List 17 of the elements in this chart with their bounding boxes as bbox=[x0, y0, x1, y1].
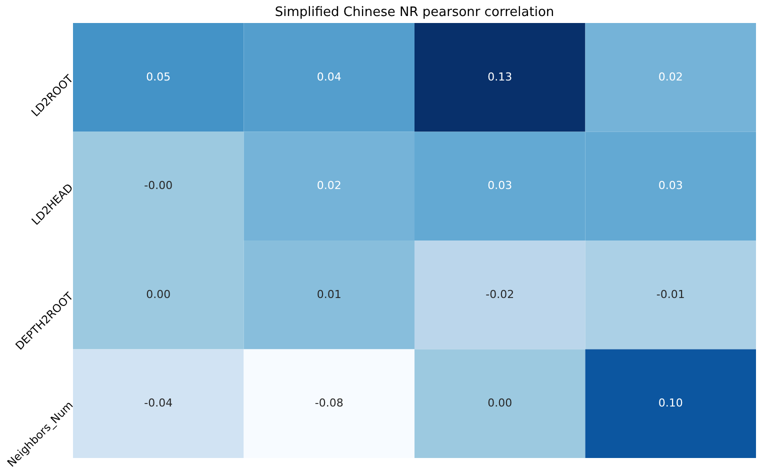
data-label: -0.00 bbox=[144, 179, 173, 192]
data-label: 0.01 bbox=[316, 288, 342, 301]
data-label: -0.01 bbox=[656, 288, 685, 301]
data-label: 0.04 bbox=[316, 70, 342, 84]
data-label: 0.02 bbox=[658, 70, 683, 84]
data-label: 0.10 bbox=[658, 396, 683, 410]
data-label: 0.05 bbox=[146, 70, 171, 84]
data-label: 0.00 bbox=[488, 396, 512, 410]
data-label: 0.00 bbox=[146, 288, 171, 301]
chart-title: Simplified Chinese NR pearsonr correlation bbox=[274, 5, 554, 20]
data-label: -0.02 bbox=[486, 288, 514, 301]
data-label: -0.08 bbox=[314, 396, 344, 410]
data-label: 0.03 bbox=[488, 179, 512, 192]
data-label: 0.02 bbox=[316, 179, 342, 192]
data-label: 0.13 bbox=[488, 70, 512, 84]
data-label: 0.03 bbox=[658, 179, 683, 192]
data-label: -0.04 bbox=[144, 396, 173, 410]
